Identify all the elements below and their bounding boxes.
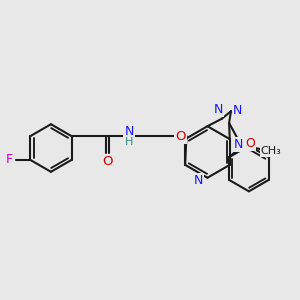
Text: N: N <box>124 125 134 138</box>
Text: O: O <box>245 137 255 150</box>
Text: F: F <box>6 153 13 167</box>
Text: N: N <box>194 174 203 187</box>
Text: CH₃: CH₃ <box>260 146 281 156</box>
Text: O: O <box>102 155 112 168</box>
Text: N: N <box>234 138 243 151</box>
Text: N: N <box>214 103 224 116</box>
Text: N: N <box>233 104 243 117</box>
Text: H: H <box>125 137 133 147</box>
Text: O: O <box>175 130 186 142</box>
